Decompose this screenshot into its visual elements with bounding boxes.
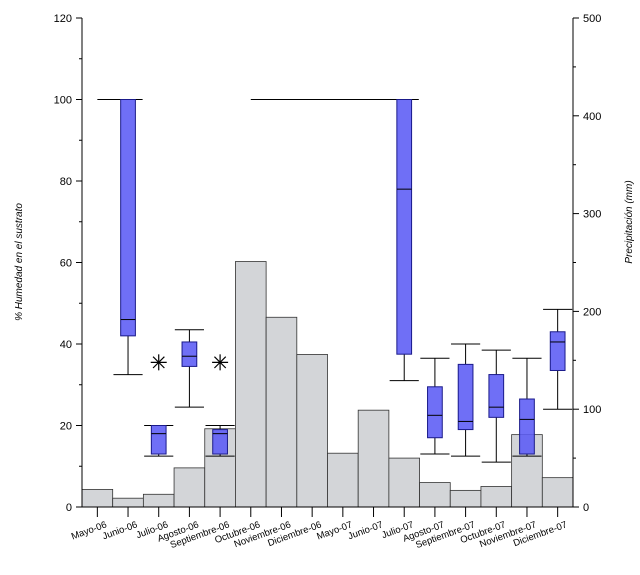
precipitation-bar — [419, 482, 451, 508]
box-iqr — [427, 386, 443, 439]
y-tick-label: 60 — [60, 258, 72, 270]
y2-tick-label: 200 — [583, 306, 601, 318]
box-iqr — [150, 425, 167, 455]
precipitation-bar — [81, 488, 114, 508]
y2-tick-label: 300 — [583, 209, 601, 221]
y-tick-label: 40 — [60, 339, 72, 351]
outlier-marker — [152, 356, 165, 369]
y2-tick-label: 0 — [583, 502, 589, 514]
precipitation-bar — [296, 354, 328, 508]
precipitation-bar — [265, 316, 298, 508]
precipitation-bar — [327, 452, 359, 508]
precipitation-bar — [480, 486, 513, 508]
precipitation-bar — [112, 497, 144, 508]
y-tick-label: 80 — [60, 176, 72, 188]
precipitation-bars — [81, 261, 574, 508]
y2-axis-title: Precipitación (mm) — [624, 180, 635, 263]
box-iqr — [212, 429, 228, 455]
precipitation-bar — [449, 489, 482, 508]
outlier-marker — [214, 356, 227, 369]
precipitation-bar — [173, 467, 206, 508]
x-tick-label: Junio-07 — [347, 519, 385, 542]
box-iqr — [488, 374, 505, 418]
box-iqr — [396, 99, 413, 355]
y2-tick-label: 100 — [583, 404, 601, 416]
precipitation-bar — [541, 477, 574, 508]
y2-tick-label: 400 — [583, 111, 601, 123]
outlier-markers — [150, 354, 229, 371]
precipitation-bar — [142, 493, 175, 508]
precipitation-bar — [357, 409, 390, 508]
x-tick-label: Junio-06 — [101, 519, 139, 542]
y-tick-label: 20 — [60, 421, 72, 433]
box-iqr — [549, 331, 566, 371]
y-axis-title: % Humedad en el sustrato — [14, 203, 25, 321]
humidity-boxplots — [113, 99, 573, 463]
precipitation-bar — [388, 457, 420, 508]
box-iqr — [120, 99, 136, 337]
precipitation-bar — [235, 261, 267, 508]
y-tick-label: 0 — [66, 502, 72, 514]
y2-tick-label: 500 — [583, 13, 601, 25]
box-iqr — [457, 363, 474, 431]
box-iqr — [181, 341, 198, 367]
y-tick-label: 100 — [54, 95, 72, 107]
box-iqr — [519, 398, 535, 455]
y-tick-label: 120 — [54, 13, 72, 25]
